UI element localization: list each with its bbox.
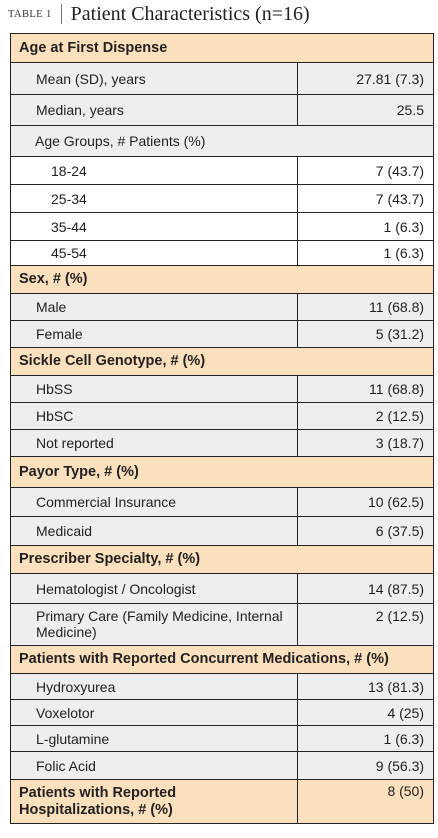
section-header-sex: Sex, # (%) bbox=[9, 265, 435, 294]
row-label: Folic Acid bbox=[10, 751, 298, 780]
row-value: 9 (56.3) bbox=[296, 751, 435, 780]
caption-divider bbox=[60, 4, 62, 24]
row-value: 7 (43.7) bbox=[296, 156, 435, 185]
section-title: Age at First Dispense bbox=[9, 33, 435, 63]
table-row: Median, years 25.5 bbox=[10, 94, 435, 126]
table-row: 25-34 7 (43.7) bbox=[10, 184, 435, 213]
row-value: 14 (87.5) bbox=[296, 573, 435, 604]
row-label: HbSS bbox=[10, 375, 298, 403]
row-value: 4 (25) bbox=[296, 699, 435, 726]
row-label: 35-44 bbox=[10, 212, 298, 241]
subgroup-header: Age Groups, # Patients (%) bbox=[9, 125, 435, 157]
section-title: Patients with Reported Concurrent Medica… bbox=[9, 645, 435, 674]
row-value: 27.81 (7.3) bbox=[296, 62, 435, 95]
row-label: 18-24 bbox=[10, 156, 298, 185]
row-label: Not reported bbox=[10, 429, 298, 457]
row-label: Hydroxyurea bbox=[10, 673, 298, 700]
table-row: HbSC 2 (12.5) bbox=[10, 402, 435, 430]
row-value: 2 (12.5) bbox=[296, 603, 435, 646]
table-row: 35-44 1 (6.3) bbox=[10, 212, 435, 241]
row-label: HbSC bbox=[10, 402, 298, 430]
row-value: 13 (81.3) bbox=[296, 673, 435, 700]
row-value: 1 (6.3) bbox=[296, 212, 435, 241]
section-title: Sickle Cell Genotype, # (%) bbox=[9, 347, 435, 376]
table-row: Hematologist / Oncologist 14 (87.5) bbox=[10, 573, 435, 604]
row-value: 1 (6.3) bbox=[296, 725, 435, 752]
row-label: 45-54 bbox=[10, 240, 298, 266]
table-row: Male 11 (68.8) bbox=[10, 293, 435, 321]
row-label: Female bbox=[10, 320, 298, 348]
row-label: L-glutamine bbox=[10, 725, 298, 752]
table-title: Patient Characteristics (n=16) bbox=[70, 2, 310, 25]
table-number: TABLE 1 bbox=[8, 8, 52, 20]
section-header-medications: Patients with Reported Concurrent Medica… bbox=[9, 645, 435, 674]
table-row: 45-54 1 (6.3) bbox=[10, 240, 435, 266]
table-row: HbSS 11 (68.8) bbox=[10, 375, 435, 403]
section-header-prescriber: Prescriber Specialty, # (%) bbox=[9, 545, 435, 574]
row-value: 8 (50) bbox=[296, 779, 435, 824]
section-header-age: Age at First Dispense bbox=[9, 33, 435, 63]
section-title: Payor Type, # (%) bbox=[9, 456, 435, 488]
row-label: Hematologist / Oncologist bbox=[10, 573, 298, 604]
row-label: Median, years bbox=[10, 94, 298, 126]
row-value: 11 (68.8) bbox=[296, 293, 435, 321]
row-value: 11 (68.8) bbox=[296, 375, 435, 403]
subgroup-label: Age Groups, # Patients (%) bbox=[9, 125, 435, 157]
row-label: Commercial Insurance bbox=[10, 487, 298, 517]
row-label: Voxelotor bbox=[10, 699, 298, 726]
row-label: Male bbox=[10, 293, 298, 321]
table-row: Commercial Insurance 10 (62.5) bbox=[10, 487, 435, 517]
row-value: 1 (6.3) bbox=[296, 240, 435, 266]
table-row: Folic Acid 9 (56.3) bbox=[10, 751, 435, 780]
table-row: Hydroxyurea 13 (81.3) bbox=[10, 673, 435, 700]
section-header-hospitalizations: Patients with Reported Hospitalizations,… bbox=[10, 779, 435, 824]
section-header-payor: Payor Type, # (%) bbox=[9, 456, 435, 488]
table-row: 18-24 7 (43.7) bbox=[10, 156, 435, 185]
row-value: 7 (43.7) bbox=[296, 184, 435, 213]
row-value: 3 (18.7) bbox=[296, 429, 435, 457]
row-value: 25.5 bbox=[296, 94, 435, 126]
table-row: L-glutamine 1 (6.3) bbox=[10, 725, 435, 752]
table-row: Medicaid 6 (37.5) bbox=[10, 516, 435, 546]
table-row: Not reported 3 (18.7) bbox=[10, 429, 435, 457]
row-label: 25-34 bbox=[10, 184, 298, 213]
patient-characteristics-table: Age at First Dispense Mean (SD), years 2… bbox=[9, 33, 435, 824]
table-row: Primary Care (Family Medicine, Internal … bbox=[10, 603, 435, 646]
row-value: 2 (12.5) bbox=[296, 402, 435, 430]
table-caption: TABLE 1 Patient Characteristics (n=16) bbox=[8, 0, 432, 28]
table-row: Female 5 (31.2) bbox=[10, 320, 435, 348]
row-label: Primary Care (Family Medicine, Internal … bbox=[10, 603, 298, 646]
section-title: Sex, # (%) bbox=[9, 265, 435, 294]
row-value: 5 (31.2) bbox=[296, 320, 435, 348]
section-title: Prescriber Specialty, # (%) bbox=[9, 545, 435, 574]
table-row: Mean (SD), years 27.81 (7.3) bbox=[10, 62, 435, 95]
row-label: Mean (SD), years bbox=[10, 62, 298, 95]
row-label: Medicaid bbox=[10, 516, 298, 546]
section-title: Patients with Reported Hospitalizations,… bbox=[10, 779, 298, 824]
section-header-genotype: Sickle Cell Genotype, # (%) bbox=[9, 347, 435, 376]
row-value: 10 (62.5) bbox=[296, 487, 435, 517]
row-value: 6 (37.5) bbox=[296, 516, 435, 546]
table-row: Voxelotor 4 (25) bbox=[10, 699, 435, 726]
